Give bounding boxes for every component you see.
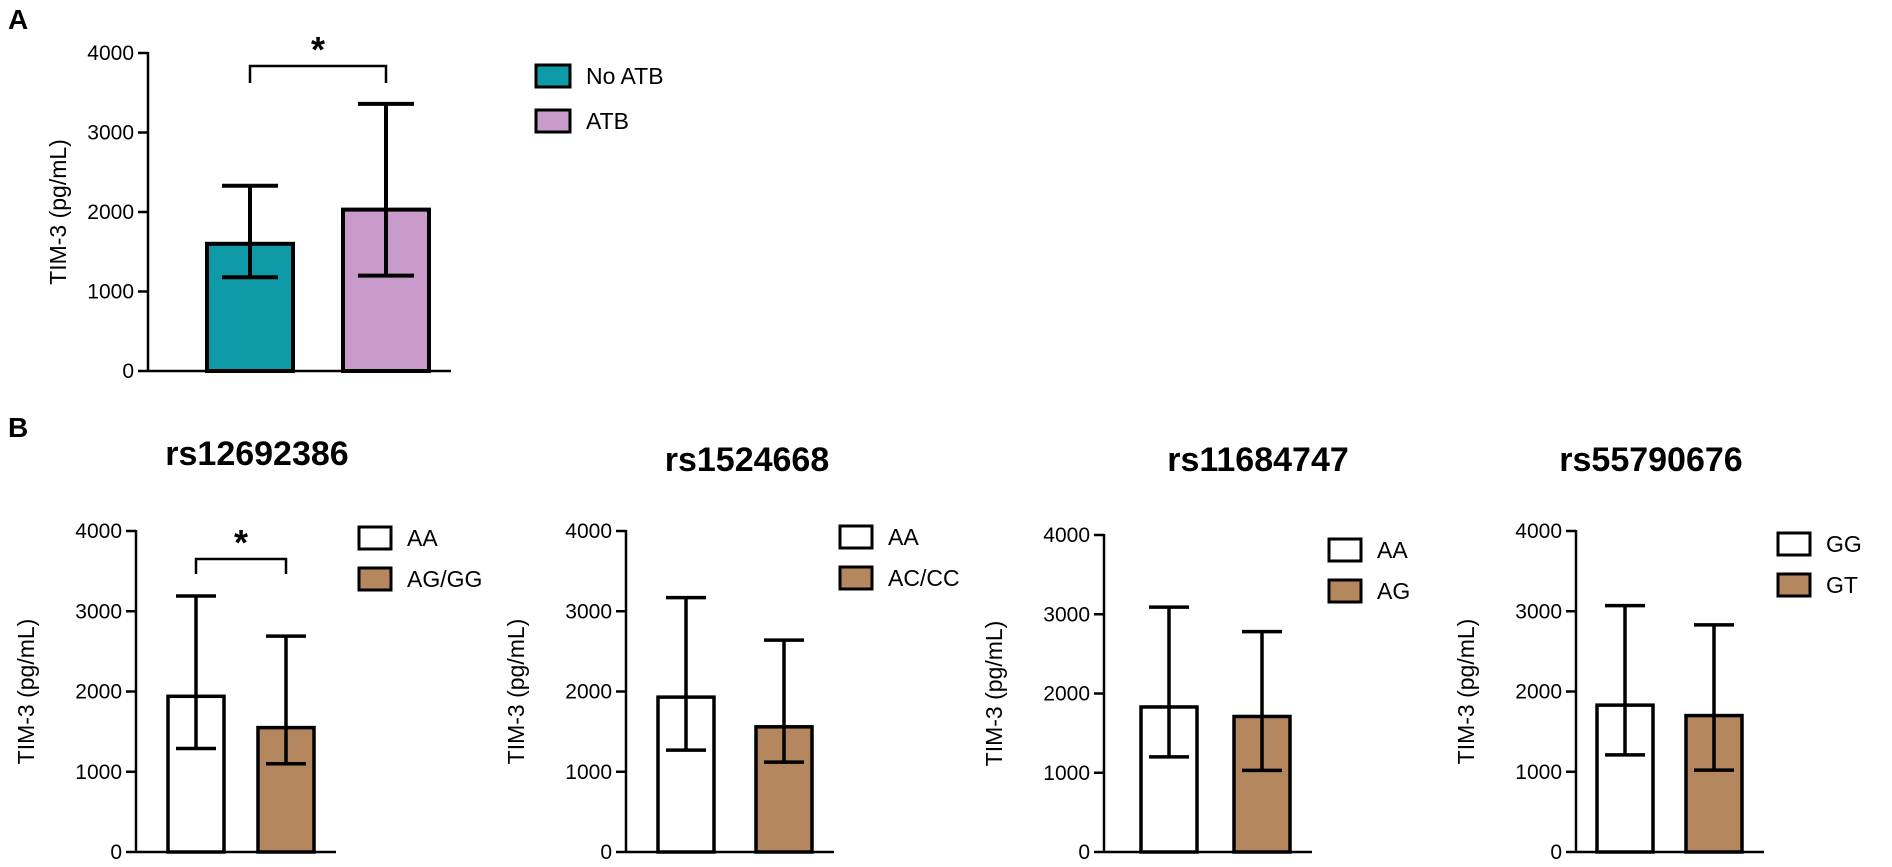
legend-swatch (357, 566, 393, 592)
legend-label: AA (1377, 537, 1408, 563)
y-tick-label: 1000 (1515, 761, 1562, 784)
legend-label: GT (1826, 572, 1858, 598)
y-tick-label: 3000 (87, 122, 134, 145)
y-tick-label: 3000 (1043, 603, 1090, 626)
bar (256, 725, 316, 854)
significance-bracket (194, 557, 288, 574)
y-tick-label: 4000 (1515, 520, 1562, 543)
y-tick-label: 0 (1550, 841, 1562, 864)
panel-label-b: B (8, 412, 29, 443)
y-tick-label: 2000 (1515, 681, 1562, 704)
y-tick-label: 3000 (565, 600, 612, 623)
legend-swatch (1327, 537, 1363, 563)
y-tick-label: 0 (122, 360, 134, 383)
chart-panel-2: rs12692386 0 1000 2000 3000 4000 TIM-3 (pg/mL)… (13, 435, 482, 864)
bar (166, 694, 226, 854)
chart-title: rs1524668 (665, 441, 830, 479)
chart-panel-3: rs1524668 0 1000 2000 3000 4000 TIM-3 (pg/mL) A… (503, 441, 960, 864)
legend-label: AA (407, 525, 438, 551)
y-tick-label: 2000 (1043, 683, 1090, 706)
y-tick-label: 0 (110, 841, 122, 864)
y-tick-label: 3000 (1515, 600, 1562, 623)
legend-swatch (1776, 531, 1812, 557)
y-tick-label: 1000 (565, 761, 612, 784)
legend-label: No ATB (586, 63, 664, 89)
legend-swatch (1776, 572, 1812, 598)
y-tick-label: 0 (1078, 841, 1090, 864)
y-tick-label: 1000 (87, 281, 134, 304)
y-tick-label: 0 (600, 841, 612, 864)
y-tick-label: 4000 (87, 42, 134, 65)
y-tick-label: 4000 (1043, 524, 1090, 547)
y-tick-label: 2000 (87, 201, 134, 224)
significance-marker: * (234, 522, 248, 563)
legend-label: AA (888, 524, 919, 550)
legend-label: AG (1377, 578, 1410, 604)
legend-swatch (838, 524, 874, 550)
legend-swatch (534, 108, 572, 134)
y-tick-label: 2000 (75, 681, 122, 704)
y-axis-label: TIM-3 (pg/mL) (13, 619, 39, 765)
legend-swatch (838, 565, 874, 591)
chart-title: rs55790676 (1559, 441, 1742, 479)
y-tick-label: 1000 (1043, 762, 1090, 785)
y-tick-label: 2000 (565, 681, 612, 704)
legend-label: AC/CC (888, 565, 960, 591)
legend-swatch (1327, 578, 1363, 604)
chart-panel-4: rs11684747 0 1000 2000 3000 4000 TIM-3 (pg/mL)… (981, 441, 1410, 864)
chart-title: rs12692386 (165, 435, 348, 473)
chart-title: rs11684747 (1167, 441, 1349, 479)
legend-label: ATB (586, 108, 629, 134)
chart-panel-5: rs55790676 0 1000 2000 3000 4000 TIM-3 (pg/mL)… (1453, 441, 1862, 864)
significance-bracket (248, 64, 388, 83)
y-tick-label: 1000 (75, 761, 122, 784)
chart-panel-1: 0 1000 2000 3000 4000 TIM-3 (pg/mL) * No ATB ATB (45, 29, 664, 383)
y-axis-label: TIM-3 (pg/mL) (1453, 619, 1479, 765)
legend-label: AG/GG (407, 566, 482, 592)
y-tick-label: 4000 (75, 520, 122, 543)
y-tick-label: 4000 (565, 520, 612, 543)
y-axis-label: TIM-3 (pg/mL) (45, 139, 71, 285)
legend-swatch (357, 525, 393, 551)
y-tick-label: 3000 (75, 600, 122, 623)
y-axis-label: TIM-3 (pg/mL) (503, 619, 529, 765)
y-axis-label: TIM-3 (pg/mL) (981, 621, 1007, 767)
significance-marker: * (311, 29, 325, 70)
legend-label: GG (1826, 531, 1862, 557)
panel-label-a: A (8, 4, 29, 35)
legend-swatch (534, 63, 572, 89)
